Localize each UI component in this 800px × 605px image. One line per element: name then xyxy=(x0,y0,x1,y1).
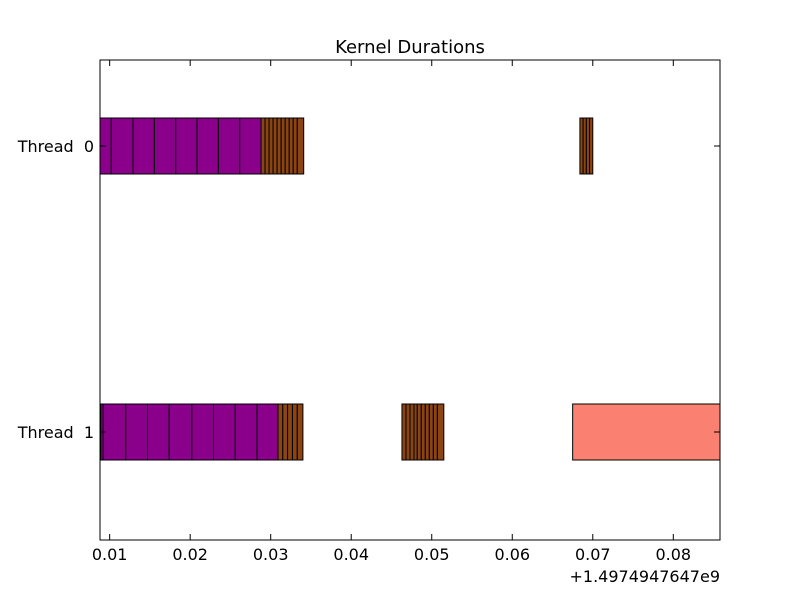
x-axis-offset-label: +1.4974947647e9 xyxy=(570,567,721,586)
kernel-bar-thread-0-11 xyxy=(272,117,278,175)
x-tick-label-1: 0.02 xyxy=(172,545,208,564)
kernel-bar-thread-1-10 xyxy=(282,403,289,461)
kernel-bar-thread-1-18 xyxy=(416,403,422,461)
kernel-bar-thread-0-9 xyxy=(264,117,270,175)
kernel-bar-thread-0-10 xyxy=(268,117,274,175)
kernel-bar-thread-0-17 xyxy=(296,117,305,175)
kernel-bar-thread-0-4 xyxy=(175,117,198,175)
y-category-label-0: Thread 0 xyxy=(17,137,94,156)
kernel-bar-thread-1-16 xyxy=(409,403,415,461)
x-tick-label-2: 0.03 xyxy=(253,545,289,564)
kernel-bar-thread-0-12 xyxy=(276,117,282,175)
kernel-bar-thread-1-20 xyxy=(424,403,430,461)
kernel-bar-thread-1-21 xyxy=(428,403,434,461)
kernel-bar-thread-0-2 xyxy=(132,117,155,175)
plot-frame xyxy=(99,59,721,541)
kernel-bar-thread-1-13 xyxy=(296,403,304,461)
kernel-bar-thread-0-3 xyxy=(153,117,177,175)
ticks-layer: 0.01 0.02 0.03 0.04 0.05 0.06 0.07 0.08 Thread 0… xyxy=(17,60,720,564)
kernel-bar-thread-1-6 xyxy=(213,403,236,461)
chart-title: Kernel Durations xyxy=(335,37,485,58)
kernel-bar-thread-1-9 xyxy=(277,403,284,461)
kernel-bar-thread-1-7 xyxy=(234,403,258,461)
kernel-bar-thread-1-1 xyxy=(102,403,127,461)
x-tick-label-0: 0.01 xyxy=(92,545,128,564)
kernel-bar-thread-1-8 xyxy=(256,403,279,461)
kernel-bar-thread-1-2 xyxy=(125,403,149,461)
x-tick-label-4: 0.05 xyxy=(414,545,450,564)
kernel-bar-thread-1-14 xyxy=(401,403,407,461)
kernel-bar-thread-1-11 xyxy=(287,403,293,461)
kernel-bar-thread-1-24 xyxy=(572,403,721,461)
kernel-bar-thread-0-7 xyxy=(239,117,262,175)
kernel-bar-thread-0-6 xyxy=(217,117,241,175)
kernel-bar-thread-0-1 xyxy=(110,117,134,175)
kernel-bar-thread-1-15 xyxy=(405,403,411,461)
bars-layer xyxy=(99,117,721,461)
x-tick-label-7: 0.08 xyxy=(655,545,691,564)
kernel-bar-thread-1-5 xyxy=(191,403,215,461)
kernel-bar-thread-1-4 xyxy=(168,403,193,461)
kernel-bar-thread-0-16 xyxy=(292,117,298,175)
kernel-bar-thread-0-5 xyxy=(196,117,219,175)
kernel-bar-thread-1-12 xyxy=(291,403,298,461)
kernel-bar-thread-0-13 xyxy=(280,117,286,175)
kernel-bar-thread-1-19 xyxy=(420,403,426,461)
x-tick-label-5: 0.06 xyxy=(494,545,530,564)
kernel-bar-thread-0-8 xyxy=(260,117,266,175)
kernel-bar-thread-1-22 xyxy=(432,403,438,461)
x-tick-label-3: 0.04 xyxy=(333,545,369,564)
kernel-bar-thread-0-14 xyxy=(284,117,290,175)
kernel-bar-thread-0-21 xyxy=(589,117,594,175)
y-category-label-1: Thread 1 xyxy=(17,423,94,442)
x-tick-label-6: 0.07 xyxy=(575,545,611,564)
kernel-bar-thread-1-23 xyxy=(436,403,445,461)
kernel-bar-thread-1-3 xyxy=(147,403,170,461)
kernel-bar-thread-0-15 xyxy=(288,117,294,175)
